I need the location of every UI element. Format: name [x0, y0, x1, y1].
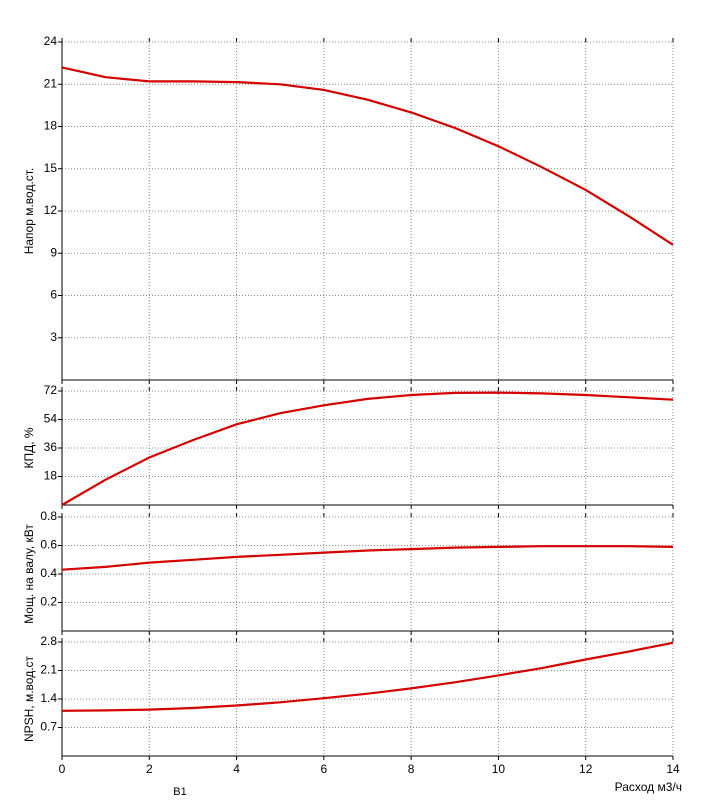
- y-axis-label: Мощ. на валу, кВт: [22, 524, 36, 624]
- annotation: B1: [173, 786, 186, 798]
- y-tick-label: 54: [44, 412, 58, 426]
- x-axis-label: Расход м3/ч: [615, 780, 682, 794]
- y-tick-label: 1.4: [40, 691, 57, 705]
- y-tick-label: 24: [44, 34, 58, 48]
- x-tick-label: 10: [492, 762, 506, 776]
- y-tick-label: 15: [44, 161, 58, 175]
- x-tick-label: 0: [59, 762, 66, 776]
- y-tick-label: 0.8: [40, 509, 57, 523]
- y-tick-label: 18: [44, 469, 58, 483]
- y-axis-label: КПД, %: [22, 427, 36, 468]
- y-tick-label: 12: [44, 203, 58, 217]
- y-axis-label: NPSH, м.вод.ст: [22, 655, 36, 742]
- curve: [61, 641, 674, 712]
- y-tick-label: 0.6: [40, 538, 57, 552]
- y-tick-label: 0.7: [40, 720, 57, 734]
- y-tick-label: 3: [50, 330, 57, 344]
- y-tick-label: 0.4: [40, 566, 57, 580]
- x-tick-label: 2: [146, 762, 153, 776]
- y-tick-label: 2.1: [40, 663, 57, 677]
- y-tick-label: 6: [50, 288, 57, 302]
- y-tick-label: 72: [44, 383, 58, 397]
- curve: [61, 391, 674, 506]
- y-tick-label: 21: [44, 76, 58, 90]
- x-tick-label: 4: [233, 762, 240, 776]
- y-tick-label: 2.8: [40, 634, 57, 648]
- y-tick-label: 18: [44, 119, 58, 133]
- y-tick-label: 36: [44, 440, 58, 454]
- x-tick-label: 6: [321, 762, 328, 776]
- curve: [61, 66, 674, 246]
- x-tick-label: 12: [579, 762, 593, 776]
- x-tick-label: 14: [666, 762, 680, 776]
- y-tick-label: 9: [50, 245, 57, 259]
- y-axis-label: Напор м.вод.ст.: [22, 168, 36, 255]
- curve: [61, 545, 674, 571]
- y-tick-label: 0.2: [40, 595, 57, 609]
- x-tick-label: 8: [408, 762, 415, 776]
